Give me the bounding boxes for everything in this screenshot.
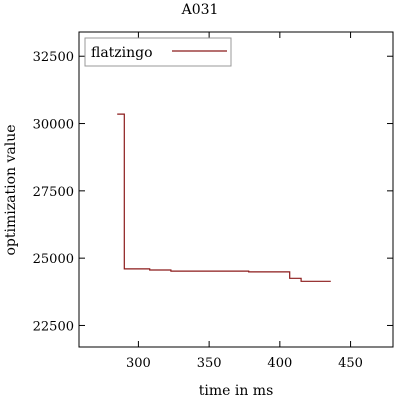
series-layer: [117, 113, 331, 282]
plot-frame: [78, 31, 394, 348]
axis-ticks: 300 350 400 450 22500 25000 27500 30000 32500: [33, 32, 393, 371]
x-tick-label: 450: [338, 356, 363, 371]
x-tick-label: 350: [197, 356, 222, 371]
series-line-flatzingo: [117, 113, 331, 282]
legend-box: [84, 37, 232, 67]
x-tick-label: 300: [126, 356, 151, 371]
y-tick-label: 25000: [33, 252, 74, 267]
y-tick-label: 27500: [33, 185, 74, 200]
chart-title: A031: [181, 2, 219, 18]
legend-label: flatzingo: [91, 45, 153, 61]
legend: flatzingo: [84, 37, 232, 67]
y-tick-label: 32500: [33, 50, 74, 65]
y-axis-label: optimization value: [3, 124, 19, 255]
y-tick-label: 30000: [33, 118, 74, 133]
x-tick-label: 400: [267, 356, 292, 371]
y-tick-label: 22500: [33, 319, 74, 334]
x-axis-label: time in ms: [199, 383, 274, 399]
